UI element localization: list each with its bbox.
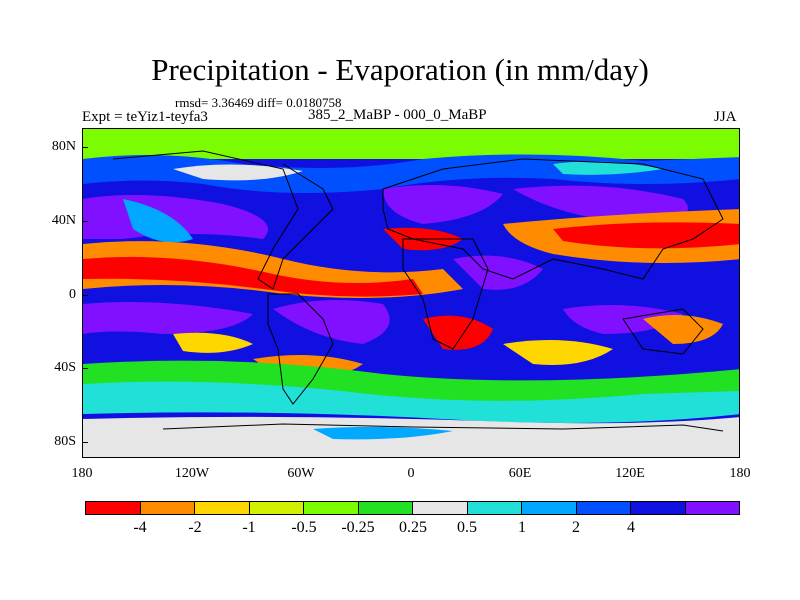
x-label-180w: 180 (71, 466, 93, 481)
colorbar-box (140, 502, 195, 514)
colorbar-box (576, 502, 631, 514)
stats-text: rmsd= 3.36469 diff= 0.0180758 (175, 95, 342, 110)
map-panel (82, 128, 740, 458)
colorbar-label: -0.5 (291, 519, 317, 536)
experiment-label: Expt = teYiz1-teyfa3 (82, 109, 208, 125)
y-label-80n: 80N (51, 139, 76, 154)
y-label-40n: 40N (51, 213, 76, 228)
y-label-80s: 80S (54, 434, 76, 449)
x-label-120e: 120E (615, 466, 645, 481)
colorbar-label: -1 (242, 519, 256, 536)
colorbar-box (358, 502, 413, 514)
colorbar-label: -4 (133, 519, 147, 536)
y-label-40s: 40S (54, 360, 76, 375)
x-label-0: 0 (407, 466, 415, 481)
season-label: JJA (714, 109, 737, 125)
y-label-0: 0 (69, 287, 76, 302)
colorbar-box (467, 502, 522, 514)
colorbar-box (304, 502, 359, 514)
colorbar-label: 0.25 (399, 519, 427, 536)
colorbar-box (86, 502, 141, 514)
colorbar-label: -2 (188, 519, 202, 536)
colorbar-label: 0.5 (457, 519, 477, 536)
colorbar-box (249, 502, 304, 514)
x-label-120w: 120W (174, 466, 210, 481)
colorbar-label: 2 (572, 519, 580, 536)
colorbar (85, 501, 740, 515)
precip-map (83, 129, 739, 457)
colorbar-label: 1 (518, 519, 526, 536)
colorbar-box (522, 502, 577, 514)
y-tick (82, 221, 88, 222)
chart-title: Precipitation - Evaporation (in mm/day) (151, 52, 649, 87)
colorbar-label: -0.25 (341, 519, 375, 536)
x-label-180e: 180 (729, 466, 751, 481)
y-tick (82, 147, 88, 148)
colorbar-box (685, 502, 739, 514)
x-label-60w: 60W (287, 466, 315, 481)
y-tick (82, 442, 88, 443)
colorbar-box (195, 502, 250, 514)
period-label: 385_2_MaBP - 000_0_MaBP (308, 107, 487, 123)
y-tick (82, 295, 88, 296)
x-label-60e: 60E (508, 466, 532, 481)
colorbar-box (631, 502, 686, 514)
y-tick (82, 368, 88, 369)
colorbar-label: 4 (627, 519, 635, 536)
colorbar-box (413, 502, 468, 514)
